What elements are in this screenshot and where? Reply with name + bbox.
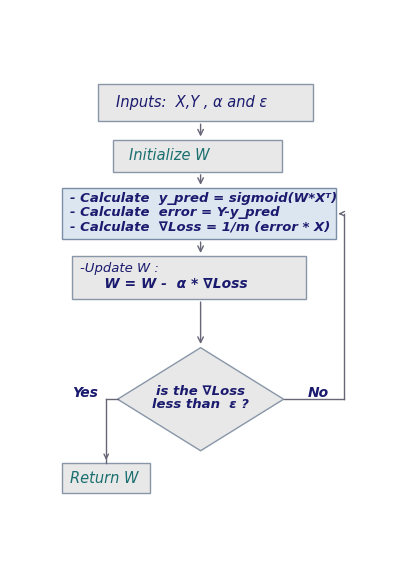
Text: less than  ε ?: less than ε ? xyxy=(152,398,249,411)
FancyBboxPatch shape xyxy=(72,256,307,299)
Text: Initialize W: Initialize W xyxy=(129,148,210,164)
Text: No: No xyxy=(307,386,328,400)
FancyBboxPatch shape xyxy=(98,84,313,122)
Polygon shape xyxy=(118,347,284,450)
Text: - Calculate  y_pred = sigmoid(W*Xᵀ): - Calculate y_pred = sigmoid(W*Xᵀ) xyxy=(71,191,338,204)
Text: -Update W :: -Update W : xyxy=(80,262,159,275)
FancyBboxPatch shape xyxy=(62,463,150,494)
FancyBboxPatch shape xyxy=(113,140,282,172)
FancyBboxPatch shape xyxy=(62,188,336,239)
Text: is the ∇Loss: is the ∇Loss xyxy=(156,385,245,398)
Text: - Calculate  ∇Loss = 1/m (error * X): - Calculate ∇Loss = 1/m (error * X) xyxy=(71,220,331,233)
Text: Return W: Return W xyxy=(71,471,139,485)
Text: Inputs:  X,Y , α and ε: Inputs: X,Y , α and ε xyxy=(116,95,267,110)
Text: Yes: Yes xyxy=(72,386,98,400)
Text: W = W -  α * ∇Loss: W = W - α * ∇Loss xyxy=(80,277,248,291)
Text: - Calculate  error = Y-y_pred: - Calculate error = Y-y_pred xyxy=(71,206,280,219)
